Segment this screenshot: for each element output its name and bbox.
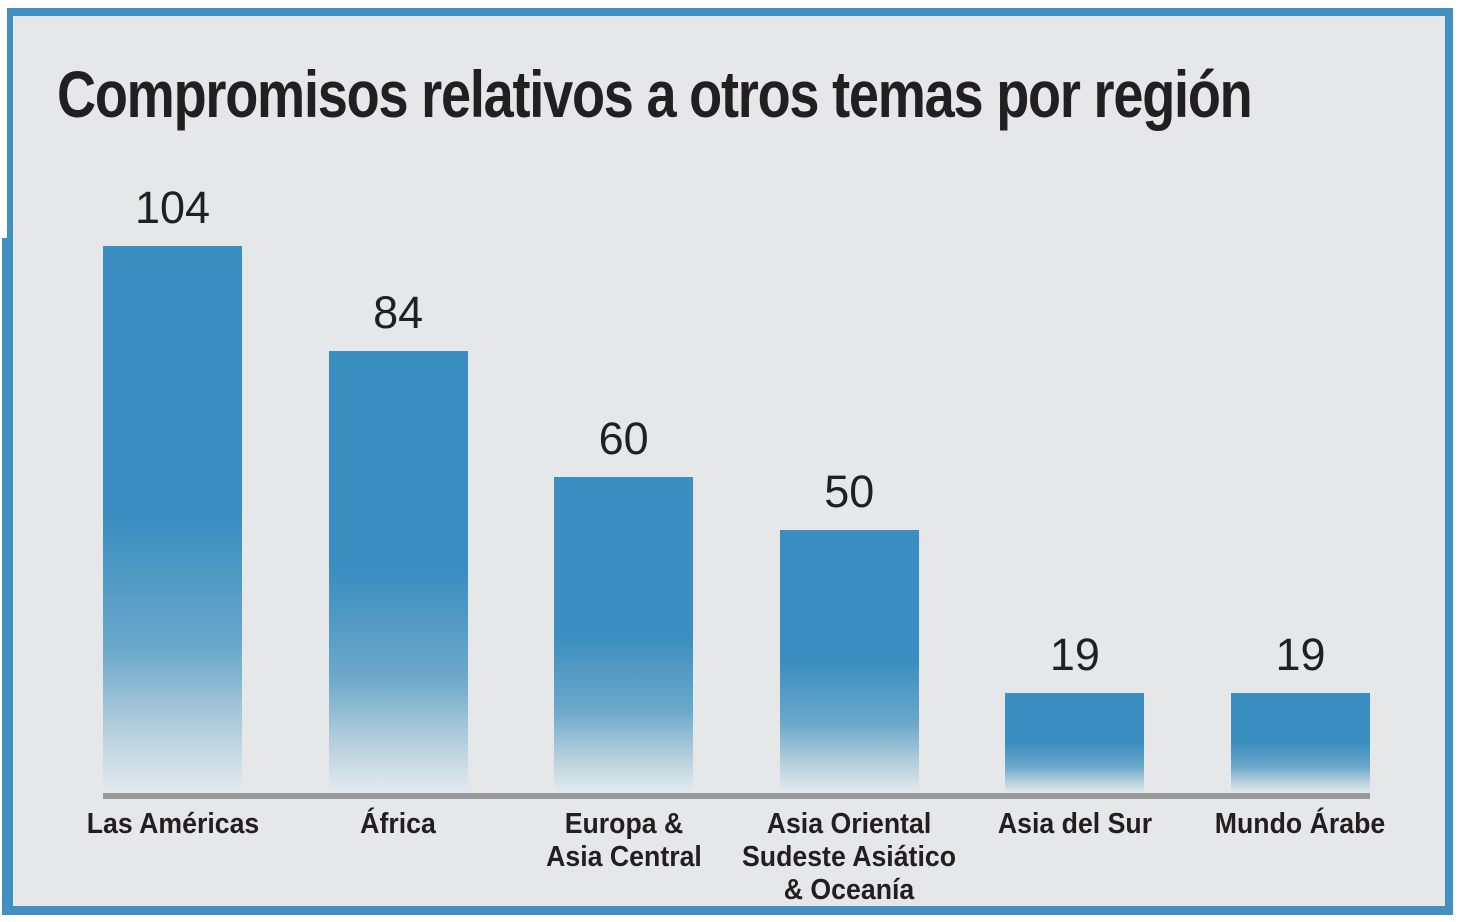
bar: [1230, 693, 1370, 793]
category-label: Mundo Árabe: [1215, 808, 1386, 840]
bar-group: 84 África: [328, 287, 468, 840]
category-label: África: [360, 808, 436, 840]
bar: [1005, 693, 1145, 793]
x-axis-line: [103, 793, 1370, 799]
bar-value-label: 84: [373, 287, 424, 338]
bar: [103, 246, 242, 793]
bar-group: 19 Mundo Árabe: [1215, 629, 1385, 840]
category-label: Europa & Asia Central: [545, 808, 702, 873]
bar-group: 50 Asia Oriental Sudeste Asiático & Ocea…: [742, 466, 956, 906]
bar-group: 60 Europa & Asia Central: [546, 413, 702, 873]
bar-group: 104 Las Américas: [86, 182, 259, 840]
bar: [328, 351, 468, 793]
bar: [779, 530, 919, 793]
bar-value-label: 60: [598, 413, 649, 464]
chart-title: Compromisos relativos a otros temas por …: [57, 57, 1253, 131]
bar-value-label: 19: [1049, 629, 1100, 680]
bars-row: 104 Las Américas 84 África 60 Europa & A…: [86, 16, 1385, 906]
figure-content: Compromisos relativos a otros temas por …: [13, 16, 1445, 906]
page-edge-artifact: [0, 0, 7, 238]
bar: [554, 477, 694, 793]
category-label: Asia del Sur: [997, 808, 1152, 840]
figure-box: Compromisos relativos a otros temas por …: [2, 8, 1453, 915]
category-label: Las Américas: [86, 808, 259, 840]
bar-value-label: 104: [134, 182, 211, 233]
bar-group: 19 Asia del Sur: [998, 629, 1152, 840]
plot-area: 104 Las Américas 84 África 60 Europa & A…: [13, 16, 1445, 906]
bar-value-label: 19: [1275, 629, 1326, 680]
bar-value-label: 50: [824, 466, 875, 517]
category-label: Asia Oriental Sudeste Asiático & Oceanía: [742, 808, 957, 906]
